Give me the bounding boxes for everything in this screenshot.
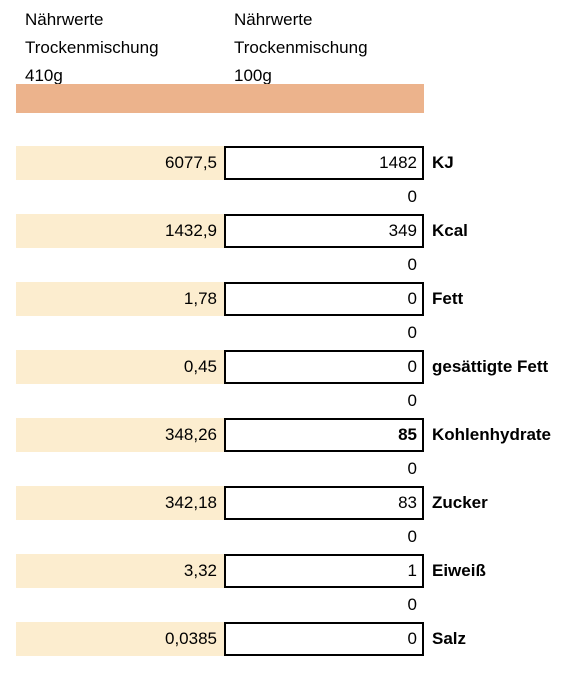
nutrient-label[interactable]: Zucker [432,493,488,512]
nutrient-label[interactable]: Fett [432,289,464,308]
nutrition-row: 342,18 83 Zucker 0 [0,486,584,546]
value-100g-cell[interactable]: 349 [224,214,424,248]
nutrient-label[interactable]: Kcal [432,221,468,240]
header-column-410g: Nährwerte Trockenmischung 410g [25,10,159,85]
value-100g-cell[interactable]: 1482 [224,146,424,180]
spacer-value-cell[interactable]: 0 [407,187,417,206]
nutrition-row: 6077,5 1482 KJ 0 [0,146,584,206]
nutrient-label[interactable]: Eiweiß [432,561,486,580]
header-column-100g: Nährwerte Trockenmischung 100g [234,10,368,85]
spacer-value-cell[interactable]: 0 [407,595,417,614]
spacer-value-cell[interactable]: 0 [407,323,417,342]
spacer-value-cell[interactable]: 0 [407,391,417,410]
nutrient-label[interactable]: gesättigte Fett [432,357,549,376]
value-410g-cell[interactable]: 348,26 [16,418,224,452]
value-100g-cell[interactable]: 83 [224,486,424,520]
nutrient-label[interactable]: Kohlenhydrate [432,425,552,444]
nutrition-row: 1,78 0 Fett 0 [0,282,584,342]
value-410g-cell[interactable]: 342,18 [16,486,224,520]
value-410g-cell[interactable]: 3,32 [16,554,224,588]
value-410g-cell[interactable]: 1,78 [16,282,224,316]
value-410g-cell[interactable]: 0,45 [16,350,224,384]
spacer-value-cell[interactable]: 0 [407,255,417,274]
nutrition-row: 1432,9 349 Kcal 0 [0,214,584,274]
value-100g-cell[interactable]: 85 [224,418,424,452]
value-100g-cell[interactable]: 0 [224,350,424,384]
nutrition-row: 0,0385 0 Salz [0,622,584,656]
value-410g-cell[interactable]: 0,0385 [16,622,224,656]
nutrition-row: 3,32 1 Eiweiß 0 [0,554,584,614]
value-100g-cell[interactable]: 1 [224,554,424,588]
spacer-value-cell[interactable]: 0 [407,459,417,478]
nutrition-row: 0,45 0 gesättigte Fett 0 [0,350,584,410]
nutrient-label[interactable]: Salz [432,629,467,648]
header-fill-bar [16,84,424,113]
value-100g-cell[interactable]: 0 [224,282,424,316]
nutrition-row: 348,26 85 Kohlenhydrate 0 [0,418,584,478]
value-410g-cell[interactable]: 1432,9 [16,214,224,248]
spacer-value-cell[interactable]: 0 [407,527,417,546]
nutrient-label[interactable]: KJ [432,153,454,172]
value-410g-cell[interactable]: 6077,5 [16,146,224,180]
value-100g-cell[interactable]: 0 [224,622,424,656]
